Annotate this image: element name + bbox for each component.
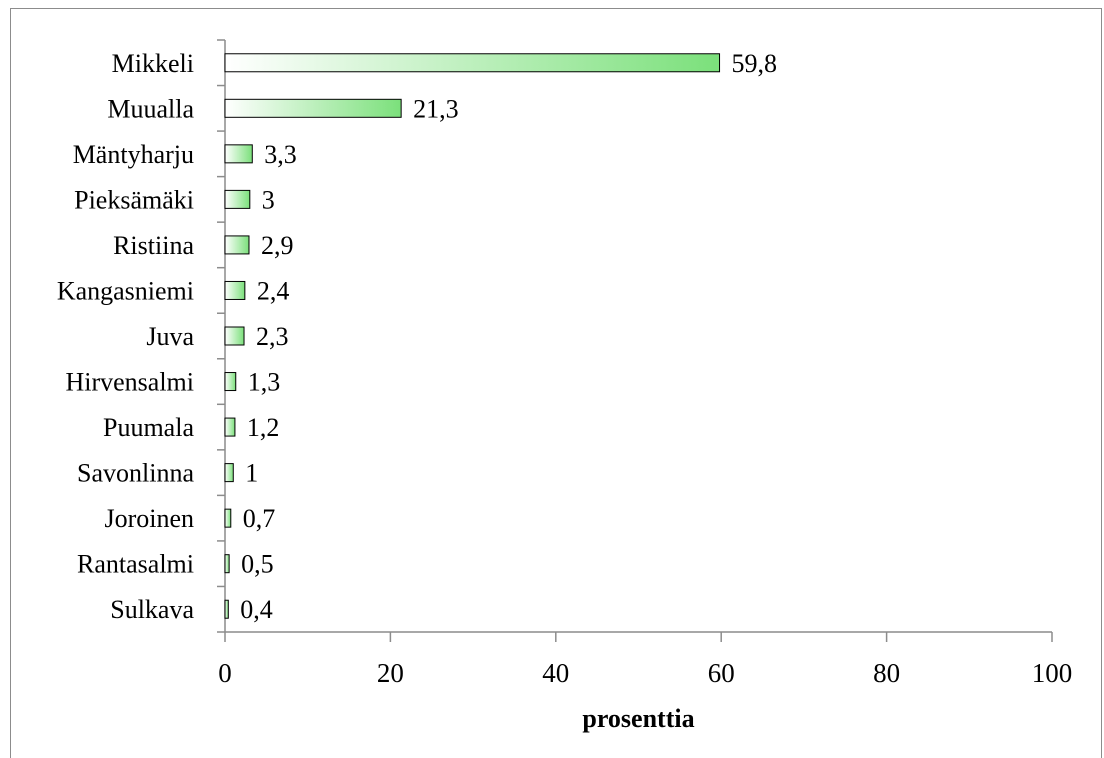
x-tick-label: 100 <box>1032 658 1073 688</box>
category-label: Juva <box>146 322 194 351</box>
category-label: Joroinen <box>104 504 194 533</box>
value-label: 3,3 <box>264 140 297 169</box>
bar <box>224 508 232 528</box>
bar <box>224 280 246 300</box>
chart-frame <box>10 8 1102 758</box>
value-label: 2,3 <box>256 322 289 351</box>
category-label: Rantasalmi <box>77 550 194 579</box>
bar <box>224 463 234 483</box>
value-label: 1 <box>245 459 258 488</box>
x-tick-label: 60 <box>708 658 735 688</box>
category-label: Muualla <box>107 94 194 123</box>
bar <box>224 372 237 392</box>
category-label: Savonlinna <box>77 459 194 488</box>
x-tick-label: 80 <box>873 658 900 688</box>
category-label: Kangasniemi <box>57 276 194 305</box>
value-label: 0,5 <box>241 550 274 579</box>
category-label: Ristiina <box>113 231 194 260</box>
value-label: 3 <box>262 185 275 214</box>
category-label: Mäntyharju <box>73 140 194 169</box>
value-label: 1,2 <box>247 413 280 442</box>
category-label: Sulkava <box>110 595 194 624</box>
value-label: 2,4 <box>257 276 290 305</box>
bar <box>224 326 245 346</box>
bar <box>224 53 721 73</box>
bar <box>224 417 236 437</box>
x-tick-label: 0 <box>218 658 232 688</box>
category-label: Pieksämäki <box>74 185 194 214</box>
value-label: 0,7 <box>243 504 276 533</box>
bar <box>224 235 250 255</box>
x-tick-label: 20 <box>377 658 404 688</box>
category-label: Mikkeli <box>112 49 194 78</box>
value-label: 0,4 <box>240 595 272 624</box>
category-label: Puumala <box>103 413 194 442</box>
bar <box>224 144 253 164</box>
category-label: Hirvensalmi <box>65 368 194 397</box>
bar <box>224 554 230 574</box>
x-axis-title: prosenttia <box>582 704 694 733</box>
bar <box>224 189 251 209</box>
value-label: 21,3 <box>413 94 459 123</box>
bar <box>224 599 229 619</box>
x-tick-label: 40 <box>542 658 569 688</box>
value-label: 1,3 <box>248 368 281 397</box>
value-label: 59,8 <box>732 49 778 78</box>
value-label: 2,9 <box>261 231 294 260</box>
bar <box>224 98 402 118</box>
